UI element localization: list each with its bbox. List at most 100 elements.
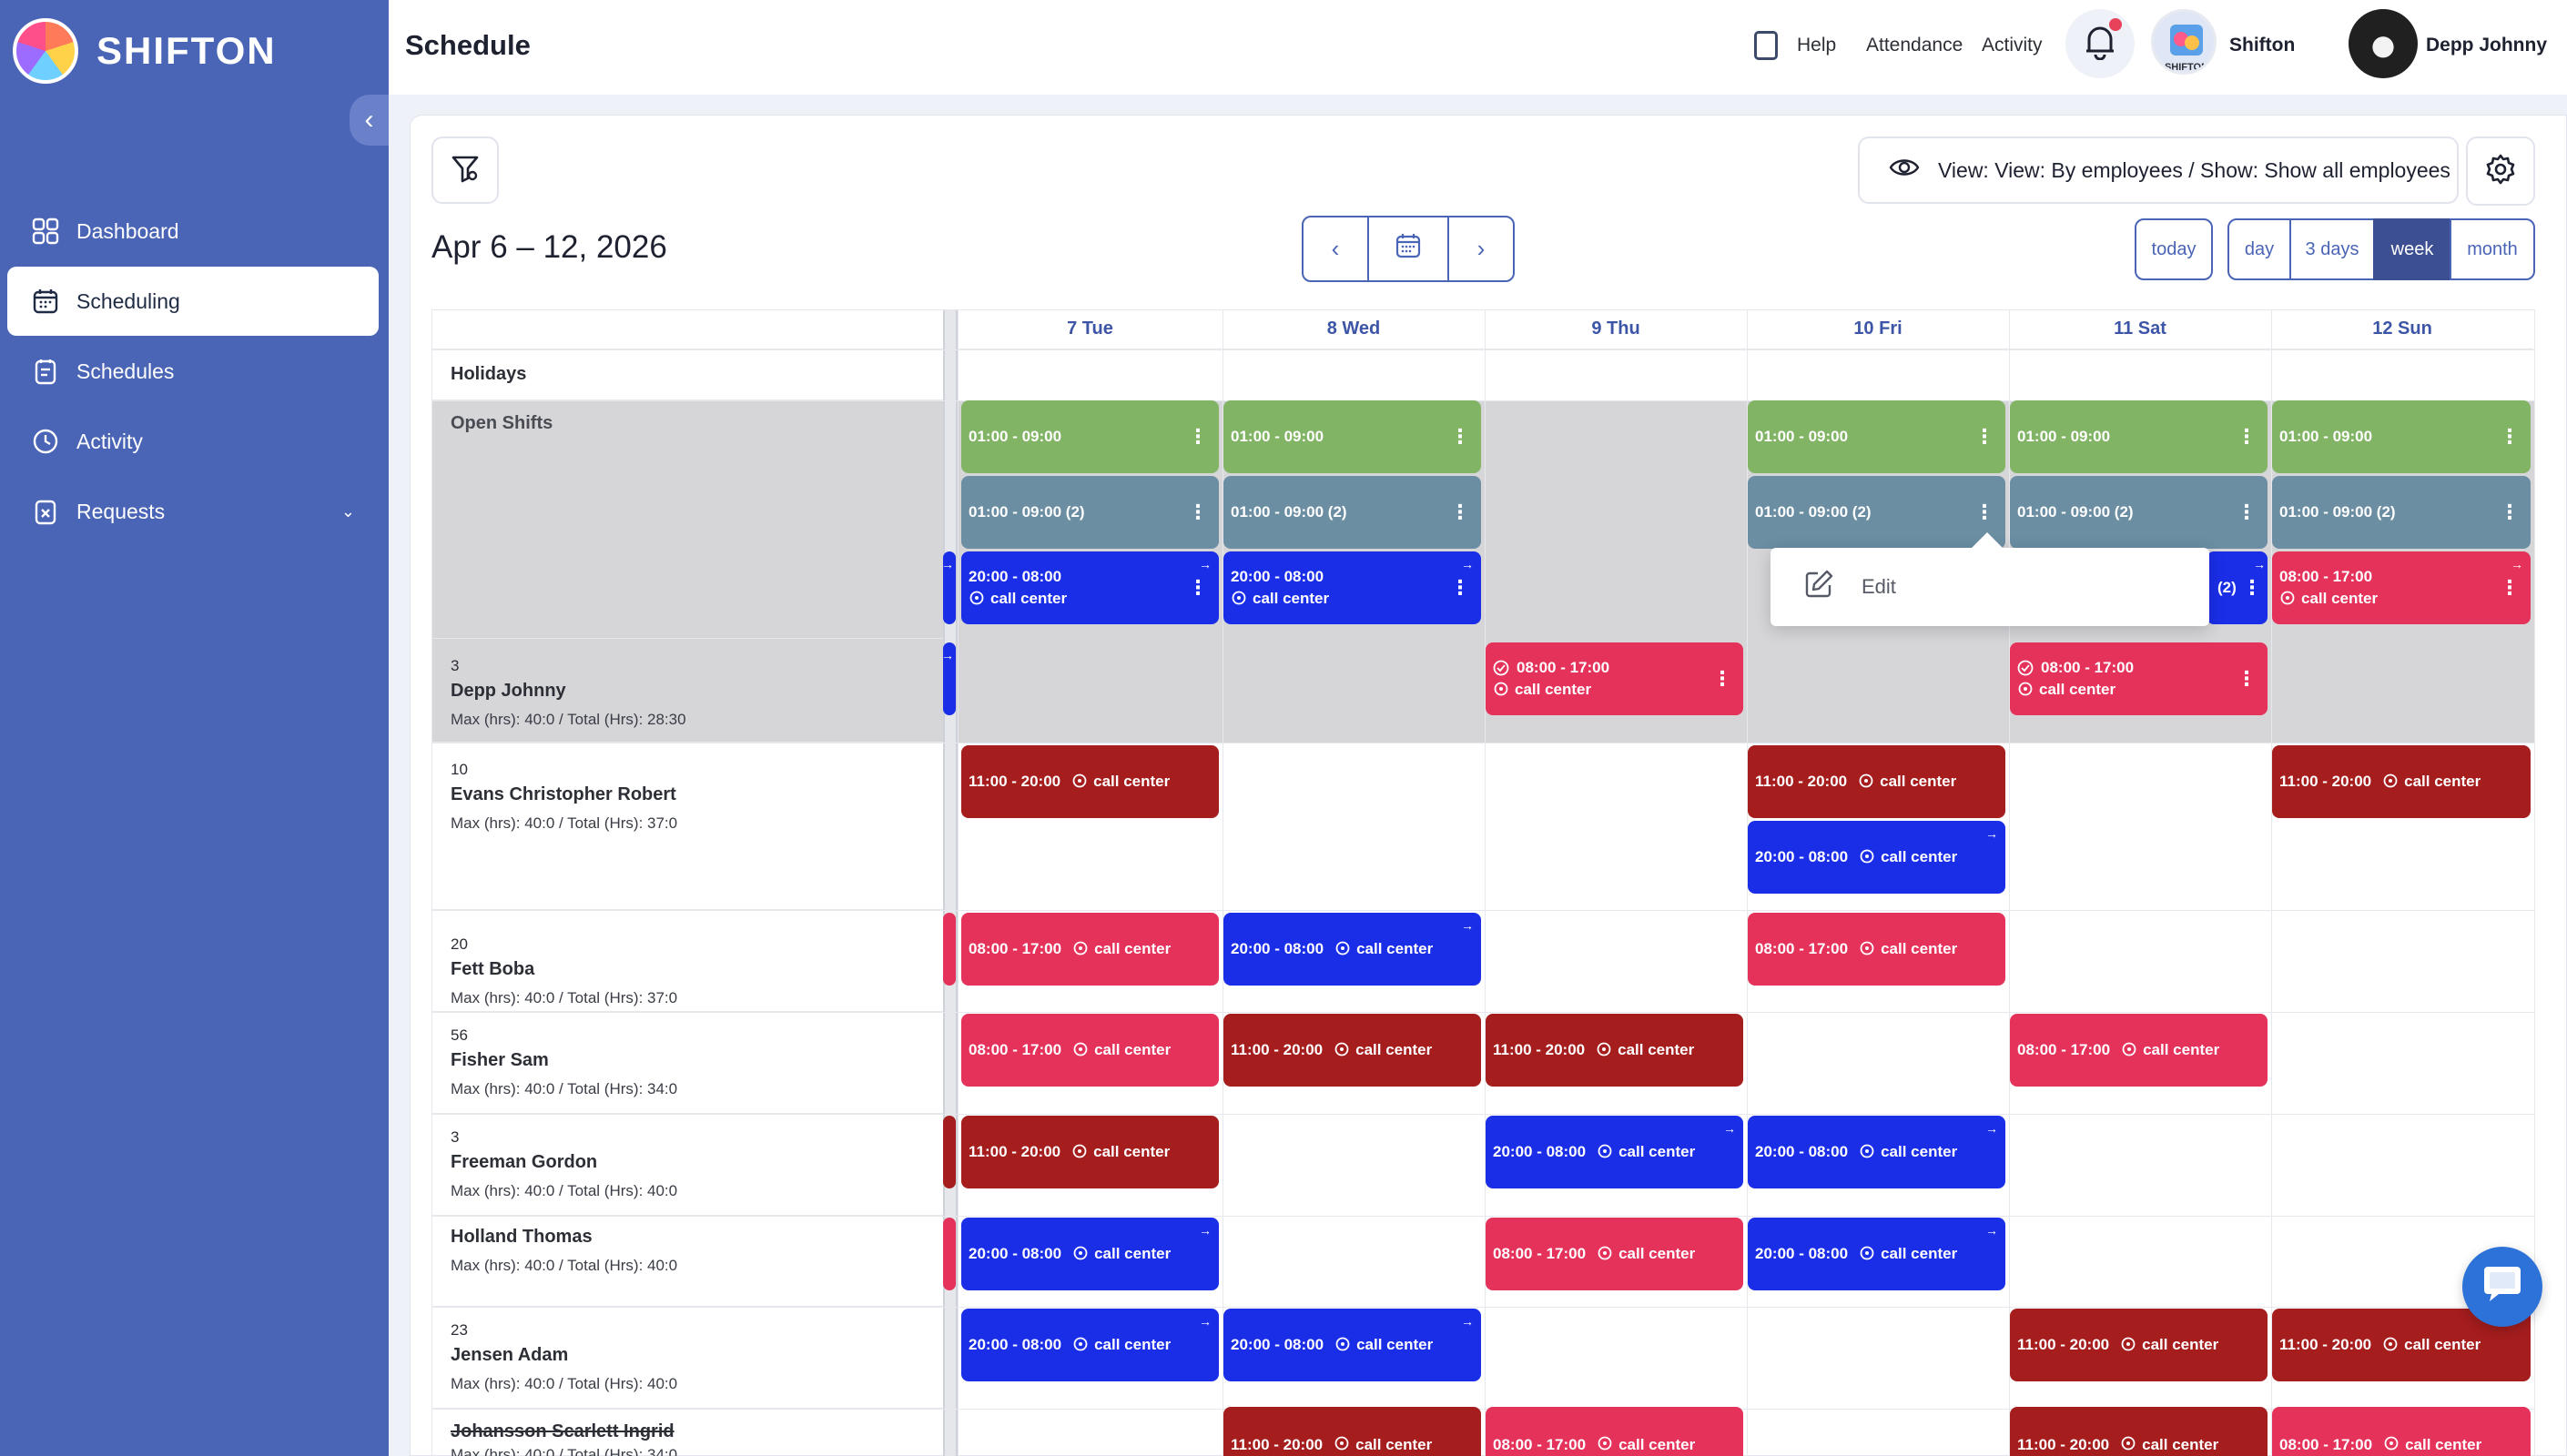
shift-card[interactable]: 20:00 - 08:00 call center → — [1748, 821, 2005, 894]
shift-card[interactable]: 20:00 - 08:00 call center → — [1223, 913, 1481, 986]
shift-card[interactable]: 01:00 - 09:00 (2) ⋮ — [1748, 476, 2005, 549]
shift-card[interactable]: 11:00 - 20:00 call center — [1223, 1407, 1481, 1456]
day-header-sat[interactable]: 11 Sat — [2009, 309, 2271, 349]
day-header-tue[interactable]: 7 Tue — [958, 309, 1223, 349]
user-avatar[interactable] — [2349, 9, 2418, 78]
more-vertical-icon[interactable]: ⋮ — [1450, 425, 1470, 448]
sidebar-item-schedules[interactable]: Schedules — [7, 337, 379, 406]
shift-card[interactable]: 08:00 - 17:00 call center — [1486, 1218, 1743, 1290]
shift-card-partial[interactable] — [943, 913, 956, 986]
shift-card[interactable]: 01:00 - 09:00 (2) ⋮ — [2272, 476, 2531, 549]
help-icon[interactable] — [1754, 31, 1778, 60]
today-button[interactable]: today — [2135, 218, 2213, 280]
more-vertical-icon[interactable]: ⋮ — [2237, 425, 2257, 448]
range-month-button[interactable]: month — [2450, 218, 2535, 280]
shift-card[interactable]: 20:00 - 08:00 call center → — [961, 1218, 1219, 1290]
day-header-sun[interactable]: 12 Sun — [2271, 309, 2533, 349]
shift-card[interactable]: (2) ⋮ → — [2207, 551, 2268, 624]
company-avatar[interactable]: SHIFTON — [2151, 9, 2217, 75]
more-vertical-icon[interactable]: ⋮ — [2237, 667, 2257, 690]
shift-card[interactable]: 08:00 - 17:00 call center ⋮ — [2010, 642, 2268, 715]
shift-card[interactable]: 20:00 - 08:00 call center → — [1748, 1116, 2005, 1188]
row-employee[interactable]: 3 Depp Johnny Max (hrs): 40:0 / Total (H… — [431, 639, 943, 743]
shift-card[interactable]: 01:00 - 09:00 (2) ⋮ — [1223, 476, 1481, 549]
row-employee[interactable]: 23 Jensen Adam Max (hrs): 40:0 / Total (… — [431, 1307, 943, 1409]
shift-card[interactable]: 11:00 - 20:00 call center — [2010, 1407, 2268, 1456]
row-employee[interactable]: 3 Freeman Gordon Max (hrs): 40:0 / Total… — [431, 1114, 943, 1216]
user-name[interactable]: Depp Johnny — [2426, 35, 2548, 56]
shift-card[interactable]: 08:00 - 17:00 call center — [2010, 1014, 2268, 1087]
shift-card[interactable]: 01:00 - 09:00 (2) ⋮ — [2010, 476, 2268, 549]
view-options-button[interactable]: View: View: By employees / Show: Show al… — [1858, 136, 2459, 204]
next-week-button[interactable]: › — [1447, 216, 1515, 282]
shift-card[interactable]: 01:00 - 09:00 ⋮ — [2010, 400, 2268, 473]
row-employee[interactable]: 20 Fett Boba Max (hrs): 40:0 / Total (Hr… — [431, 910, 943, 1012]
chat-button[interactable] — [2462, 1247, 2542, 1327]
shift-card[interactable]: 01:00 - 09:00 (2) ⋮ — [961, 476, 1219, 549]
shift-card-partial[interactable] — [943, 1116, 956, 1188]
day-header-thu[interactable]: 9 Thu — [1485, 309, 1747, 349]
more-vertical-icon[interactable]: ⋮ — [1188, 500, 1208, 523]
more-vertical-icon[interactable]: ⋮ — [1450, 576, 1470, 599]
range-week-button[interactable]: week — [2373, 218, 2451, 280]
collapse-sidebar-button[interactable]: ‹ — [350, 95, 389, 146]
more-vertical-icon[interactable]: ⋮ — [1188, 425, 1208, 448]
more-vertical-icon[interactable]: ⋮ — [1450, 500, 1470, 523]
more-vertical-icon[interactable]: ⋮ — [1712, 667, 1732, 690]
attendance-link[interactable]: Attendance — [1866, 35, 1963, 56]
shift-card[interactable]: 20:00 - 08:00 call center → — [961, 1309, 1219, 1381]
more-vertical-icon[interactable]: ⋮ — [2242, 576, 2262, 599]
range-day-button[interactable]: day — [2227, 218, 2291, 280]
shift-card[interactable]: 11:00 - 20:00 call center — [1223, 1014, 1481, 1087]
shift-card[interactable]: 20:00 - 08:00 call center → — [1223, 1309, 1481, 1381]
sidebar-item-requests[interactable]: Requests ⌄ — [7, 477, 379, 546]
day-header-fri[interactable]: 10 Fri — [1747, 309, 2009, 349]
more-vertical-icon[interactable]: ⋮ — [1974, 425, 1994, 448]
shift-card[interactable]: 11:00 - 20:00 call center — [1486, 1014, 1743, 1087]
shift-card[interactable]: 11:00 - 20:00 call center — [2272, 745, 2531, 818]
shift-card[interactable]: 11:00 - 20:00 call center — [961, 1116, 1219, 1188]
more-vertical-icon[interactable]: ⋮ — [2500, 576, 2520, 599]
edit-menu-item[interactable]: Edit — [1862, 575, 1896, 598]
shift-card[interactable]: 20:00 - 08:00 call center → — [1486, 1116, 1743, 1188]
shift-card-partial[interactable] — [943, 1218, 956, 1290]
range-3days-button[interactable]: 3 days — [2289, 218, 2375, 280]
shift-card-partial[interactable]: → — [943, 551, 956, 624]
shift-card[interactable]: 01:00 - 09:00 ⋮ — [2272, 400, 2531, 473]
shift-card[interactable]: 08:00 - 17:00 call center ⋮ — [1486, 642, 1743, 715]
sidebar-item-scheduling[interactable]: Scheduling — [7, 267, 379, 336]
shift-card[interactable]: 11:00 - 20:00 call center — [1748, 745, 2005, 818]
sidebar-item-dashboard[interactable]: Dashboard — [7, 197, 379, 266]
shift-card[interactable]: 08:00 - 17:00 call center — [961, 913, 1219, 986]
shift-card[interactable]: 20:00 - 08:00 call center → — [1748, 1218, 2005, 1290]
shift-card[interactable]: 08:00 - 17:00 call center — [961, 1014, 1219, 1087]
company-name[interactable]: Shifton — [2229, 35, 2296, 56]
shift-card[interactable]: 11:00 - 20:00 call center — [961, 745, 1219, 818]
sidebar-item-activity[interactable]: Activity — [7, 407, 379, 476]
shift-card[interactable]: 01:00 - 09:00 ⋮ — [1748, 400, 2005, 473]
shift-card[interactable]: 01:00 - 09:00 ⋮ — [1223, 400, 1481, 473]
shift-card[interactable]: 20:00 - 08:00 call center ⋮ → — [961, 551, 1219, 624]
shift-card-partial[interactable]: → — [943, 642, 956, 715]
shift-card[interactable]: 08:00 - 17:00 call center ⋮ → — [2272, 551, 2531, 624]
more-vertical-icon[interactable]: ⋮ — [2500, 425, 2520, 448]
activity-link[interactable]: Activity — [1982, 35, 2043, 56]
prev-week-button[interactable]: ‹ — [1302, 216, 1369, 282]
day-header-wed[interactable]: 8 Wed — [1223, 309, 1485, 349]
notifications-button[interactable] — [2065, 9, 2135, 78]
date-picker-button[interactable] — [1369, 216, 1447, 282]
row-employee[interactable]: 56 Fisher Sam Max (hrs): 40:0 / Total (H… — [431, 1012, 943, 1114]
shift-card[interactable]: 20:00 - 08:00 call center ⋮ → — [1223, 551, 1481, 624]
shift-card[interactable]: 01:00 - 09:00 ⋮ — [961, 400, 1219, 473]
filter-button[interactable] — [431, 136, 499, 204]
shift-card[interactable]: 11:00 - 20:00 call center — [2010, 1309, 2268, 1381]
settings-button[interactable] — [2466, 136, 2535, 206]
more-vertical-icon[interactable]: ⋮ — [2500, 500, 2520, 523]
more-vertical-icon[interactable]: ⋮ — [1188, 576, 1208, 599]
brand-logo[interactable]: SHIFTON — [13, 18, 277, 84]
row-employee[interactable]: Johansson Scarlett Ingrid Max (hrs): 40:… — [431, 1409, 943, 1456]
shift-card[interactable]: 08:00 - 17:00 call center — [1748, 913, 2005, 986]
row-employee[interactable]: 10 Evans Christopher Robert Max (hrs): 4… — [431, 743, 943, 910]
more-vertical-icon[interactable]: ⋮ — [2237, 500, 2257, 523]
shift-card[interactable]: 08:00 - 17:00 call center — [2272, 1407, 2531, 1456]
